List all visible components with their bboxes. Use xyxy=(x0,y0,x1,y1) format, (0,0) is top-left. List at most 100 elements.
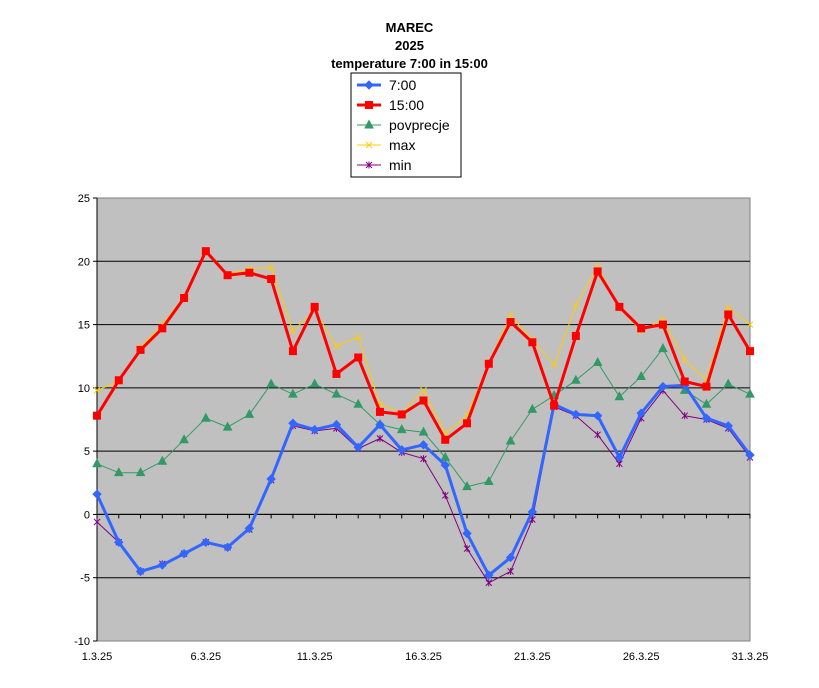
data-point-povprecje xyxy=(745,388,755,398)
data-point-povprecje xyxy=(396,424,407,434)
data-point-1500 xyxy=(245,268,254,277)
data-point-povprecje xyxy=(527,403,538,413)
data-point-700 xyxy=(114,537,124,547)
data-point-1500 xyxy=(506,318,515,327)
data-point-max xyxy=(93,387,101,394)
data-point-700 xyxy=(658,381,668,392)
data-point-1500 xyxy=(93,411,101,420)
data-point-700 xyxy=(353,442,363,453)
x-tick-label: 16.3.25 xyxy=(405,651,442,663)
series-1500 xyxy=(93,247,754,444)
data-point-700 xyxy=(592,410,603,421)
data-point-1500 xyxy=(332,369,341,378)
data-point-povprecje xyxy=(462,481,472,491)
data-point-povprecje xyxy=(636,370,647,380)
data-point-1500 xyxy=(375,407,384,416)
legend-label-700: 7:00 xyxy=(389,77,416,93)
data-point-povprecje xyxy=(200,412,211,422)
data-point-max xyxy=(267,264,275,271)
legend-label-1500: 15:00 xyxy=(389,97,424,113)
data-point-min xyxy=(420,455,427,463)
data-point-700 xyxy=(571,409,581,420)
data-point-min xyxy=(681,412,689,420)
data-point-povprecje xyxy=(614,391,625,401)
data-point-1500 xyxy=(528,338,537,347)
data-point-max xyxy=(681,356,689,364)
data-point-1500 xyxy=(746,347,754,356)
data-point-max xyxy=(746,321,754,328)
data-point-1500 xyxy=(484,359,493,368)
data-point-povprecje xyxy=(658,343,668,353)
data-point-1500 xyxy=(397,410,406,419)
data-point-700 xyxy=(222,542,233,553)
data-point-1500 xyxy=(288,347,297,356)
data-point-povprecje xyxy=(571,374,581,384)
data-point-min xyxy=(485,579,493,587)
data-point-1500 xyxy=(180,293,189,302)
data-point-1500 xyxy=(354,353,363,362)
data-point-700 xyxy=(462,528,472,539)
y-tick-label: 10 xyxy=(78,383,90,395)
data-point-min xyxy=(441,491,449,499)
data-point-1500 xyxy=(637,324,646,333)
x-tick-label: 6.3.25 xyxy=(191,651,222,663)
chart-title-line-2: 2025 xyxy=(395,38,424,53)
data-point-700 xyxy=(331,419,342,430)
data-point-povprecje xyxy=(483,475,494,486)
data-point-1500 xyxy=(702,382,711,391)
data-point-1500 xyxy=(201,247,210,256)
data-point-700 xyxy=(309,424,320,435)
y-tick-label: 20 xyxy=(78,256,90,268)
data-point-povprecje xyxy=(331,388,342,398)
data-point-povprecje xyxy=(92,458,102,468)
data-point-1500 xyxy=(158,324,167,333)
data-point-1500 xyxy=(310,302,319,311)
data-point-700 xyxy=(701,413,712,423)
x-tick-label: 21.3.25 xyxy=(514,651,551,663)
data-point-povprecje xyxy=(353,398,364,408)
data-point-700 xyxy=(375,419,385,430)
data-point-1500 xyxy=(571,331,580,340)
data-point-700 xyxy=(723,421,733,431)
data-point-povprecje xyxy=(288,388,298,398)
legend: 7:00 15:00 povprecje max min xyxy=(350,72,462,178)
data-point-700 xyxy=(636,408,646,418)
data-point-1500 xyxy=(463,419,472,428)
data-point-1500 xyxy=(267,275,276,284)
x-tick-label: 26.3.25 xyxy=(623,651,660,663)
y-tick-label: 5 xyxy=(84,446,90,458)
x-tick-label: 1.3.25 xyxy=(82,651,113,663)
data-point-700 xyxy=(440,460,450,470)
data-point-700 xyxy=(505,552,516,563)
plot-background xyxy=(96,197,751,642)
data-point-povprecje xyxy=(592,356,603,367)
data-point-max xyxy=(572,302,580,309)
data-point-povprecje xyxy=(157,455,168,465)
data-point-max xyxy=(354,333,362,341)
data-point-povprecje xyxy=(222,421,233,431)
data-point-max xyxy=(507,312,514,320)
data-point-max xyxy=(724,304,732,312)
data-point-povprecje xyxy=(266,378,276,388)
data-point-700 xyxy=(397,445,407,455)
data-point-max xyxy=(333,342,340,350)
data-point-1500 xyxy=(419,396,428,405)
legend-marker-povprecje xyxy=(364,119,374,129)
data-point-povprecje xyxy=(505,435,516,445)
data-point-povprecje xyxy=(418,426,429,436)
data-point-1500 xyxy=(441,435,450,444)
data-point-povprecje xyxy=(723,378,734,388)
legend-label-povprecje: povprecje xyxy=(389,117,450,133)
data-point-1500 xyxy=(615,302,624,311)
data-point-max xyxy=(550,361,558,369)
data-point-1500 xyxy=(114,376,123,385)
data-point-700 xyxy=(244,523,255,534)
plot-area xyxy=(96,197,751,642)
data-point-1500 xyxy=(680,377,689,386)
data-point-povprecje xyxy=(113,467,124,477)
legend-label-max: max xyxy=(389,137,415,153)
data-point-700 xyxy=(157,560,168,570)
x-tick-label: 11.3.25 xyxy=(297,651,333,663)
data-point-1500 xyxy=(223,271,232,280)
